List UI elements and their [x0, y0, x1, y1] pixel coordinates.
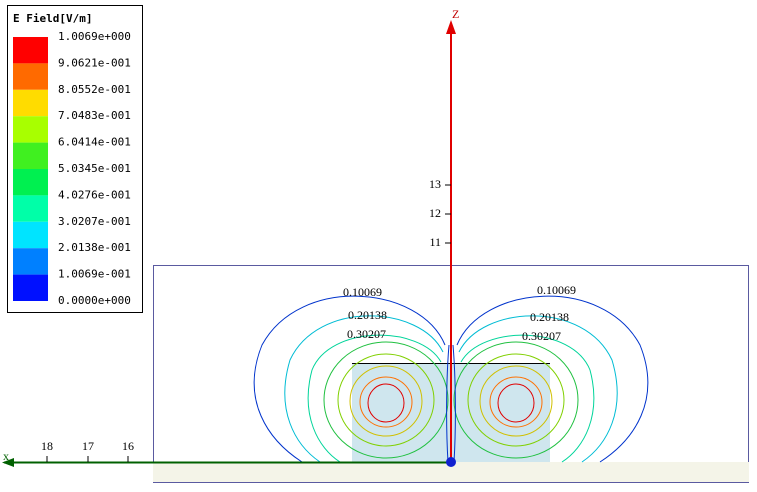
legend-swatch [13, 221, 48, 249]
x-tick-label: 17 [82, 439, 94, 453]
legend-title: E Field[V/m] [13, 12, 92, 25]
contour [467, 353, 565, 447]
legend-label: 7.0483e-001 [58, 109, 131, 122]
legend-swatch [13, 195, 48, 222]
x-tick-label: 16 [122, 439, 134, 453]
contour [452, 344, 456, 463]
legend-swatch [13, 274, 48, 301]
legend-label: 5.0345e-001 [58, 162, 131, 175]
legend-label: 0.0000e+000 [58, 294, 131, 307]
x-tick-label: 18 [41, 439, 53, 453]
legend-label: 1.0069e+000 [58, 30, 131, 43]
legend-label: 2.0138e-001 [58, 241, 131, 254]
legend-swatch [13, 116, 48, 143]
contour [460, 334, 595, 463]
legend-label: 3.0207e-001 [58, 215, 131, 228]
contour [458, 315, 618, 463]
legend-label: 1.0069e-001 [58, 268, 131, 281]
legend-swatch [13, 37, 48, 64]
z-tick-label: 11 [429, 235, 441, 249]
contour [323, 341, 449, 459]
contour [337, 353, 435, 447]
contour-label: 0.30207 [347, 327, 386, 341]
z-axis-label: Z [452, 7, 459, 21]
contour-label: 0.10069 [343, 285, 382, 299]
contour [349, 365, 423, 437]
contour-label: 0.10069 [537, 283, 576, 297]
contour [479, 365, 553, 437]
contour [253, 295, 446, 463]
x-axis-label: x [3, 449, 9, 463]
legend-label: 8.0552e-001 [58, 83, 131, 96]
contour-label: 0.20138 [348, 308, 387, 322]
legend-swatch [13, 142, 48, 169]
legend-swatch [13, 63, 48, 90]
legend-swatch [13, 169, 48, 196]
legend-swatch [13, 89, 48, 117]
ground-plane [153, 462, 749, 482]
contour [497, 383, 535, 423]
z-axis-arrow [446, 20, 456, 34]
legend-label: 9.0621e-001 [58, 56, 131, 69]
contours [253, 295, 649, 463]
contour-label: 0.20138 [530, 310, 569, 324]
z-tick-label: 13 [429, 177, 441, 191]
contour [307, 334, 442, 463]
contour [453, 341, 579, 459]
contour [456, 295, 649, 463]
legend-label: 6.0414e-001 [58, 136, 131, 149]
legend-swatch [13, 248, 48, 275]
contour [284, 315, 444, 463]
z-tick-label: 12 [429, 206, 441, 220]
contour [446, 344, 450, 463]
contour-label: 0.30207 [522, 329, 561, 343]
legend-label: 4.0276e-001 [58, 188, 131, 201]
origin [446, 457, 456, 467]
contour [359, 376, 413, 428]
x-axis-arrow [2, 458, 14, 467]
contour [367, 383, 405, 423]
contour [489, 376, 543, 428]
